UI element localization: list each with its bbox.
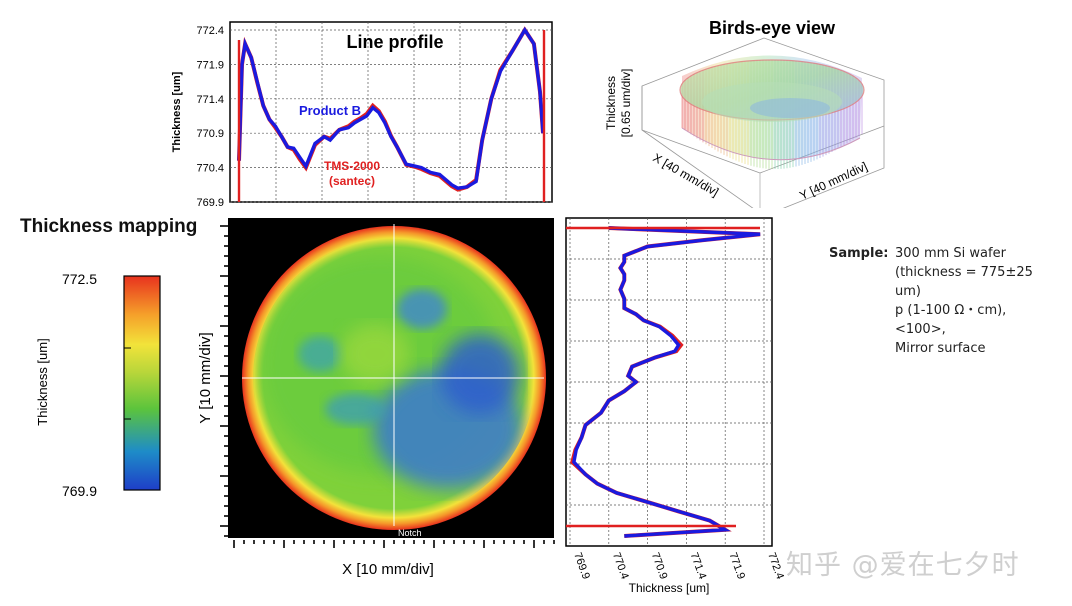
line-profile-y-tick-label: 770.4: [196, 163, 224, 175]
birds-eye-z-label: Thickness: [604, 76, 618, 130]
line-profile-frame: [229, 21, 553, 203]
product-series-label: Product B: [299, 103, 361, 118]
birds-eye-x-label: X [40 mm/div]: [651, 150, 722, 199]
line-profile-y-tick-label: 772.4: [196, 25, 224, 37]
birds-eye-y-label: Y [40 mm/div]: [797, 159, 869, 203]
thickness-map: Notch X [10 mm/div] Y [10 mm/div]: [197, 218, 555, 578]
line-profile-product-series: [237, 26, 545, 190]
side-profile-x-axis-label: Thickness [um]: [629, 581, 710, 595]
side-profile-x-ticks: 769.9 770.4 770.9 771.4 771.9 772.4: [571, 551, 786, 581]
birds-eye-z-label-2: [0.65 um/div]: [619, 69, 633, 138]
line-profile-y-tick-label: 770.9: [196, 128, 224, 140]
sample-description: 300 mm Si wafer (thickness = 775±25 um) …: [895, 244, 1055, 358]
line-profile-title: Line profile: [346, 32, 443, 52]
sample-label: Sample:: [829, 246, 889, 261]
wafer-thickness-field: [260, 254, 523, 489]
colorbar-gradient: [123, 275, 161, 491]
reference-series-label-2: (santec): [329, 174, 375, 188]
notch-label: Notch: [398, 528, 422, 538]
sample-line: Mirror surface: [895, 341, 986, 356]
map-y-axis-label: Y [10 mm/div]: [197, 332, 214, 423]
side-profile-x-tick-label: 770.9: [649, 551, 670, 581]
line-profile-y-ticks: 772.4 771.9 771.4 770.9 770.4 769.9: [196, 25, 224, 209]
map-axis-ticks: [220, 225, 555, 548]
side-profile-frame: [565, 217, 773, 547]
colorbar-max-label: 772.5: [62, 271, 97, 287]
map-x-axis-label: X [10 mm/div]: [342, 561, 434, 578]
line-profile-y-tick-label: 771.9: [196, 59, 224, 71]
mapping-title: Thickness mapping: [20, 216, 198, 237]
birds-eye-chart: Birds-eye view Thickness [0.65 um/div] X…: [604, 18, 885, 208]
side-profile-chart: 769.9 770.4 770.9 771.4 771.9 772.4 Thickness…: [565, 217, 786, 595]
sample-line: p (1-100 Ω・cm), <100>,: [895, 303, 1007, 337]
line-profile-y-axis-label: Thickness [um]: [171, 71, 183, 152]
sample-info: Sample: 300 mm Si wafer (thickness = 775…: [829, 244, 1069, 356]
sample-line: 300 mm Si wafer: [895, 246, 1006, 261]
side-profile-x-tick-label: 771.9: [726, 551, 747, 581]
line-profile-y-tick-label: 771.4: [196, 94, 224, 106]
colorbar-axis-label: Thickness [um]: [35, 338, 50, 425]
colorbar: 772.5 769.9 Thickness [um]: [35, 271, 161, 499]
sample-line: (thickness = 775±25 um): [895, 265, 1033, 299]
side-profile-x-tick-label: 769.9: [571, 551, 592, 581]
line-profile-y-tick-label: 769.9: [196, 197, 224, 209]
reference-series-label: TMS-2000: [324, 159, 380, 173]
birds-eye-surface: [679, 55, 865, 170]
watermark: 知乎 @爱在七夕时: [786, 550, 1020, 581]
side-profile-x-tick-label: 771.4: [688, 551, 709, 581]
side-profile-x-tick-label: 772.4: [765, 551, 786, 581]
side-profile-product-series: [572, 226, 761, 538]
colorbar-min-label: 769.9: [62, 483, 97, 499]
line-profile-chart: 772.4 771.9 771.4 770.9 770.4 769.9 Line prof…: [171, 21, 553, 209]
birds-eye-title: Birds-eye view: [709, 18, 836, 38]
side-profile-x-tick-label: 770.4: [610, 551, 631, 581]
